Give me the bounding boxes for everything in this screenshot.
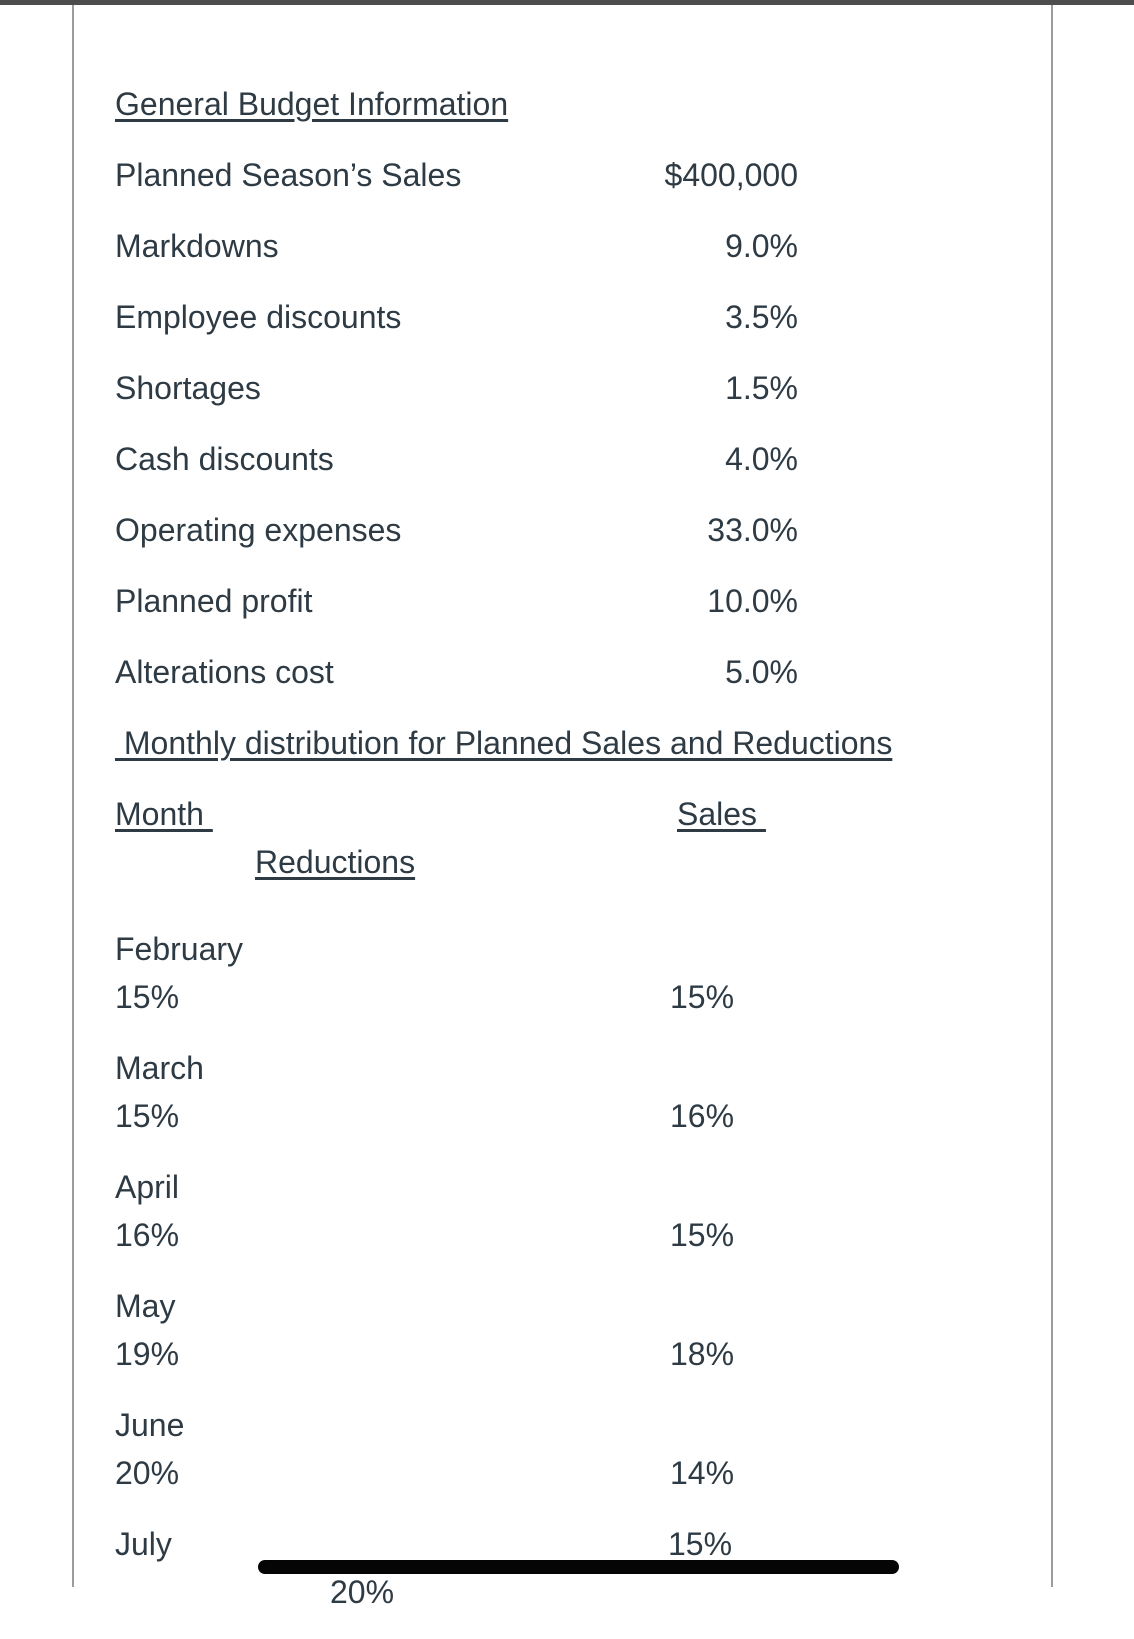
month-sales-value: 15% <box>670 1217 735 1253</box>
budget-row: Employee discounts 3.5% <box>115 293 1051 341</box>
month-reductions-value: 15% <box>115 1098 180 1134</box>
month-block: February 15% 15% <box>115 925 1051 1021</box>
month-column-header: Month <box>115 796 213 832</box>
month-reductions-value: 20% <box>115 1455 180 1491</box>
budget-section-heading: General Budget Information <box>115 80 1051 128</box>
monthly-section-title: Monthly distribution for Planned Sales a… <box>115 725 893 761</box>
budget-row-value: 10.0% <box>707 583 798 619</box>
budget-row-label: Employee discounts <box>115 299 402 335</box>
sales-column-header: Sales <box>677 796 766 832</box>
month-sales-value: 14% <box>670 1455 735 1491</box>
budget-row-value: 5.0% <box>725 654 798 690</box>
month-name: April <box>115 1169 180 1205</box>
budget-row: Planned Season’s Sales $400,000 <box>115 151 1051 199</box>
budget-row: Markdowns 9.0% <box>115 222 1051 270</box>
month-values-line: 19% 18% <box>115 1330 1051 1378</box>
month-reductions-value: 20% <box>330 1574 395 1610</box>
budget-row-value: 4.0% <box>725 441 798 477</box>
budget-row: Planned profit 10.0% <box>115 577 1051 625</box>
budget-row: Alterations cost 5.0% <box>115 648 1051 696</box>
month-sales-value: 16% <box>670 1098 735 1134</box>
month-block: March 15% 16% <box>115 1044 1051 1140</box>
month-name: March <box>115 1050 204 1086</box>
month-name: February <box>115 931 244 967</box>
month-block: May 19% 18% <box>115 1282 1051 1378</box>
content-frame-left-border <box>72 5 74 1587</box>
month-values-line: 20% 14% <box>115 1449 1051 1497</box>
budget-row: Operating expenses 33.0% <box>115 506 1051 554</box>
budget-section-title: General Budget Information <box>115 86 509 122</box>
budget-row-label: Shortages <box>115 370 261 406</box>
monthly-section-heading: Monthly distribution for Planned Sales a… <box>115 719 1051 767</box>
reductions-column-header: Reductions <box>255 844 416 880</box>
month-name: May <box>115 1288 176 1324</box>
document-content: General Budget Information Planned Seaso… <box>74 0 1051 1639</box>
budget-row-value: 33.0% <box>707 512 798 548</box>
month-block: June 20% 14% <box>115 1401 1051 1497</box>
budget-row: Shortages 1.5% <box>115 364 1051 412</box>
month-values-line: 16% 15% <box>115 1211 1051 1259</box>
budget-row-value: 9.0% <box>725 228 798 264</box>
budget-row-value: $400,000 <box>664 157 798 193</box>
header-line-month-sales: Month Sales <box>115 790 1051 838</box>
content-frame-right-border <box>1051 5 1053 1587</box>
budget-row-label: Planned profit <box>115 583 313 619</box>
budget-row-value: 1.5% <box>725 370 798 406</box>
budget-row-label: Operating expenses <box>115 512 402 548</box>
month-sales-value: 15% <box>670 979 735 1015</box>
month-reductions-value: 19% <box>115 1336 180 1372</box>
horizontal-scrollbar-thumb[interactable] <box>258 1560 899 1574</box>
budget-row-label: Markdowns <box>115 228 279 264</box>
month-sales-value: 15% <box>668 1526 733 1562</box>
budget-row-value: 3.5% <box>725 299 798 335</box>
month-reductions-value: 16% <box>115 1217 180 1253</box>
month-values-line: 20% <box>330 1568 1051 1616</box>
month-values-line: 15% 16% <box>115 1092 1051 1140</box>
month-block: April 16% 15% <box>115 1163 1051 1259</box>
month-name-line: July 15% <box>115 1520 1051 1568</box>
month-reductions-value: 15% <box>115 979 180 1015</box>
monthly-table-headers: Month Sales Reductions <box>115 790 1051 886</box>
month-sales-value: 18% <box>670 1336 735 1372</box>
budget-row-label: Cash discounts <box>115 441 334 477</box>
budget-row: Cash discounts 4.0% <box>115 435 1051 483</box>
month-name: July <box>115 1526 172 1562</box>
month-name: June <box>115 1407 185 1443</box>
header-line-reductions: Reductions <box>255 838 1051 886</box>
budget-row-label: Planned Season’s Sales <box>115 157 462 193</box>
budget-row-label: Alterations cost <box>115 654 334 690</box>
month-values-line: 15% 15% <box>115 973 1051 1021</box>
top-bar <box>0 0 1134 5</box>
